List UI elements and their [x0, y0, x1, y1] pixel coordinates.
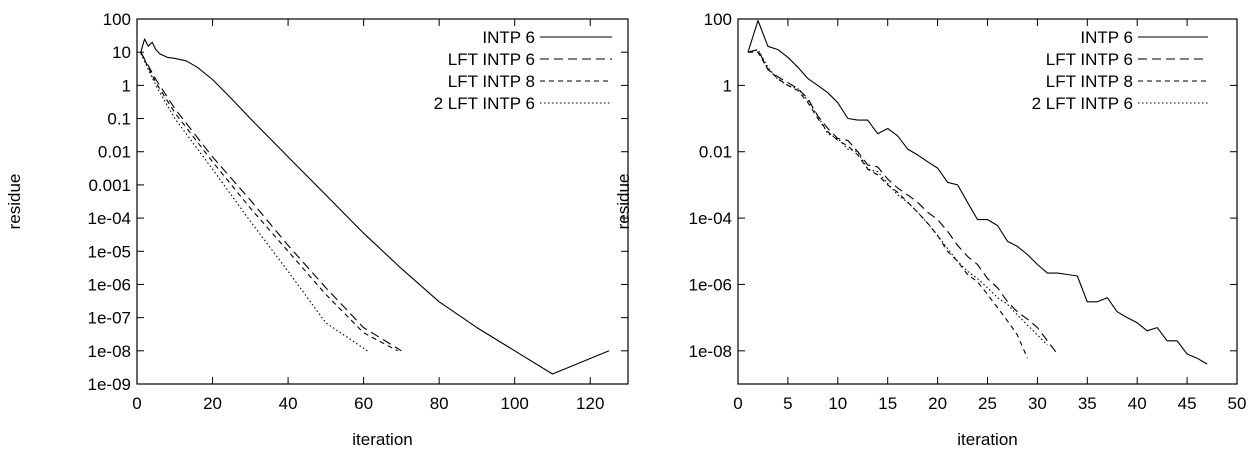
series-line — [140, 38, 610, 375]
x-tick-label: 20 — [928, 394, 947, 413]
series-line — [748, 51, 1028, 359]
y-axis-label: residue — [614, 174, 633, 230]
y-tick-label: 1 — [723, 76, 732, 95]
y-tick-label: 1e-06 — [88, 275, 131, 294]
plot-frame — [737, 18, 1238, 385]
x-tick-label: 45 — [1178, 394, 1197, 413]
y-tick-label: 0.001 — [88, 176, 131, 195]
y-tick-label: 0.01 — [98, 143, 131, 162]
series-line — [140, 53, 368, 352]
x-axis-label: iteration — [352, 430, 412, 449]
plot-frame — [136, 18, 629, 385]
legend-label: INTP 6 — [482, 28, 535, 47]
legend-label: INTP 6 — [1080, 28, 1133, 47]
x-tick-label: 25 — [978, 394, 997, 413]
legend-label: LFT INTP 6 — [1046, 50, 1133, 69]
y-tick-label: 1e-08 — [88, 342, 131, 361]
x-tick-label: 20 — [203, 394, 222, 413]
y-tick-label: 10 — [112, 43, 131, 62]
y-tick-label: 1 — [122, 76, 131, 95]
x-tick-label: 40 — [279, 394, 298, 413]
y-tick-label: 1e-09 — [88, 375, 131, 394]
legend-label: LFT INTP 8 — [448, 72, 535, 91]
y-tick-label: 100 — [103, 10, 131, 29]
x-tick-label: 100 — [501, 394, 529, 413]
y-tick-label: 1e-07 — [88, 309, 131, 328]
y-tick-label: 100 — [704, 10, 732, 29]
x-tick-label: 0 — [132, 394, 141, 413]
y-tick-label: 1e-06 — [689, 275, 732, 294]
x-tick-label: 35 — [1078, 394, 1097, 413]
x-tick-label: 40 — [1128, 394, 1147, 413]
legend-label: 2 LFT INTP 6 — [1032, 94, 1133, 113]
y-tick-label: 1e-04 — [689, 209, 732, 228]
chart-left: 0 20 40 60 80 100 120 100 10 1 0.1 0.01 0.001 1e-04 1e… — [5, 10, 629, 449]
x-tick-label: 15 — [878, 394, 897, 413]
legend-label: LFT INTP 8 — [1046, 72, 1133, 91]
legend-label: 2 LFT INTP 6 — [434, 94, 535, 113]
legend-label: LFT INTP 6 — [448, 50, 535, 69]
y-tick-label: 0.01 — [699, 143, 732, 162]
chart-right: 0 5 10 15 20 25 30 35 40 45 50 100 1 0.01 1e-04 1e-06 1e… — [614, 10, 1246, 449]
series-line — [747, 19, 1208, 365]
x-tick-label: 5 — [783, 394, 792, 413]
x-tick-label: 80 — [430, 394, 449, 413]
x-tick-label: 60 — [354, 394, 373, 413]
x-tick-label: 10 — [828, 394, 847, 413]
y-tick-label: 1e-08 — [689, 342, 732, 361]
x-tick-label: 0 — [733, 394, 742, 413]
x-tick-label: 120 — [576, 394, 604, 413]
y-tick-label: 1e-04 — [88, 209, 131, 228]
series-line — [140, 51, 402, 352]
series-line — [747, 49, 1058, 355]
y-tick-label: 0.1 — [107, 110, 131, 129]
series-line — [747, 49, 1048, 346]
y-axis-label: residue — [5, 174, 24, 230]
y-tick-label: 1e-05 — [88, 242, 131, 261]
x-tick-label: 50 — [1228, 394, 1247, 413]
x-axis-label: iteration — [957, 430, 1017, 449]
series-line — [140, 51, 398, 352]
x-tick-label: 30 — [1028, 394, 1047, 413]
